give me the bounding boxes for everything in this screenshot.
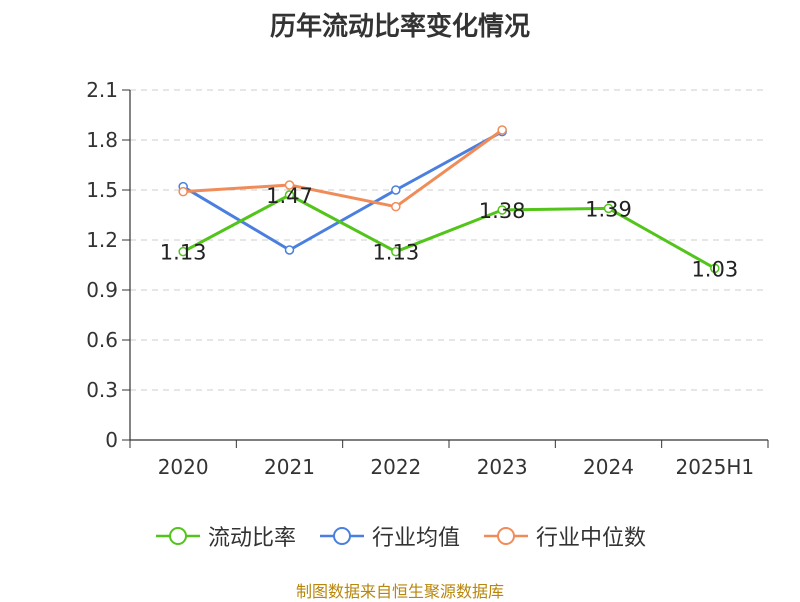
data-point	[497, 125, 507, 135]
data-point	[284, 245, 295, 255]
y-tick-label: 0.3	[86, 378, 118, 402]
data-point	[178, 246, 188, 257]
data-label: 1.13	[372, 241, 419, 265]
data-point	[497, 205, 507, 215]
y-tick-label: 0.6	[86, 328, 118, 352]
source-note: 制图数据来自恒生聚源数据库	[295, 582, 504, 601]
data-point	[284, 180, 295, 190]
y-tick-label: 1.5	[86, 178, 118, 202]
data-label: 1.39	[585, 197, 632, 221]
data-point	[391, 185, 401, 195]
legend-item-current-ratio[interactable]: 流动比率	[154, 520, 296, 552]
data-point	[284, 190, 295, 200]
data-label: 1.38	[479, 199, 526, 223]
y-tick-label: 0	[105, 428, 118, 452]
legend: 流动比率 行业均值 行业中位数	[0, 520, 800, 552]
legend-label: 行业均值	[371, 526, 460, 551]
legend-label: 行业中位数	[536, 526, 647, 551]
x-tick-label: 2021	[264, 455, 315, 479]
legend-marker-current-ratio	[155, 527, 200, 545]
x-tick-label: 2020	[158, 455, 209, 479]
data-point	[391, 246, 401, 257]
legend-item-industry-mean[interactable]: 行业均值	[318, 520, 460, 552]
data-label: 1.03	[691, 257, 738, 281]
x-tick-label: 2024	[583, 455, 634, 479]
y-tick-label: 0.9	[86, 278, 118, 302]
x-tick-label: 2023	[477, 455, 528, 479]
series-line	[182, 193, 716, 270]
data-point	[710, 263, 720, 274]
series-line	[182, 130, 503, 252]
series-line	[183, 128, 504, 209]
data-label: 1.13	[160, 241, 207, 265]
x-tick-label: 2025H1	[675, 455, 754, 479]
legend-marker-industry-median	[484, 527, 528, 545]
data-point	[178, 186, 188, 197]
chart-title: 历年流动比率变化情况	[269, 12, 530, 42]
data-point	[391, 201, 401, 212]
legend-marker-industry-mean	[319, 527, 364, 545]
legend-item-industry-median[interactable]: 行业中位数	[482, 520, 646, 552]
y-tick-label: 1.2	[86, 228, 118, 252]
legend-label: 流动比率	[207, 526, 296, 551]
x-tick-label: 2022	[370, 455, 421, 479]
y-tick-label: 1.8	[86, 128, 118, 152]
y-tick-label: 2.1	[86, 78, 118, 102]
data-point	[603, 203, 614, 214]
data-label: 1.47	[266, 184, 313, 208]
